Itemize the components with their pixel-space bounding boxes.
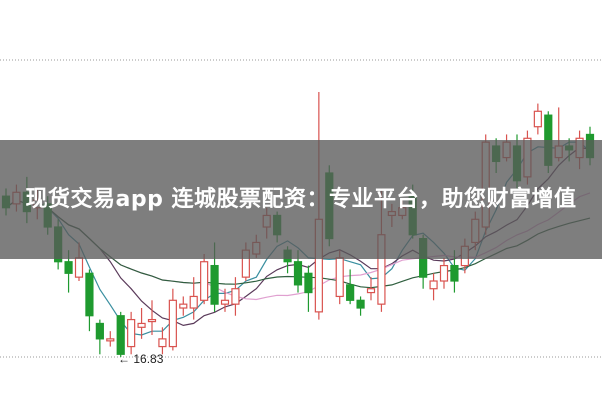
candle-body bbox=[356, 299, 365, 309]
low-price-annotation: ← 16.83 bbox=[118, 352, 164, 366]
candle-body bbox=[304, 272, 313, 294]
candle-body bbox=[147, 318, 157, 323]
candle-body bbox=[179, 303, 188, 309]
candle-body bbox=[450, 264, 459, 282]
candle-body bbox=[429, 280, 438, 290]
low-price-value: 16.83 bbox=[133, 352, 164, 366]
candle-body bbox=[74, 257, 84, 278]
candle-body bbox=[335, 257, 344, 298]
candle-body bbox=[210, 264, 219, 305]
candle-body bbox=[220, 299, 230, 305]
candle-body bbox=[116, 315, 125, 355]
banner-title: 现货交易app 连城股票配资：专业平台，助您财富增值 bbox=[25, 186, 577, 212]
candle-body bbox=[189, 295, 198, 309]
candle-body bbox=[346, 284, 355, 301]
candle-body bbox=[200, 261, 209, 301]
candle-body bbox=[366, 288, 376, 294]
candle-body bbox=[168, 299, 177, 348]
title-banner: 现货交易app 连城股票配资：专业平台，助您财富增值 bbox=[0, 140, 602, 259]
candle-body bbox=[95, 322, 104, 340]
candle-body bbox=[533, 110, 542, 128]
candle-body bbox=[85, 272, 94, 317]
candle-body bbox=[439, 264, 449, 282]
candle-body bbox=[137, 322, 146, 328]
candle-body bbox=[64, 261, 73, 274]
candle-body bbox=[158, 338, 167, 348]
candle-body bbox=[106, 338, 115, 342]
candle-body bbox=[293, 261, 303, 286]
candle-body bbox=[127, 318, 136, 348]
candle-body bbox=[231, 288, 240, 305]
